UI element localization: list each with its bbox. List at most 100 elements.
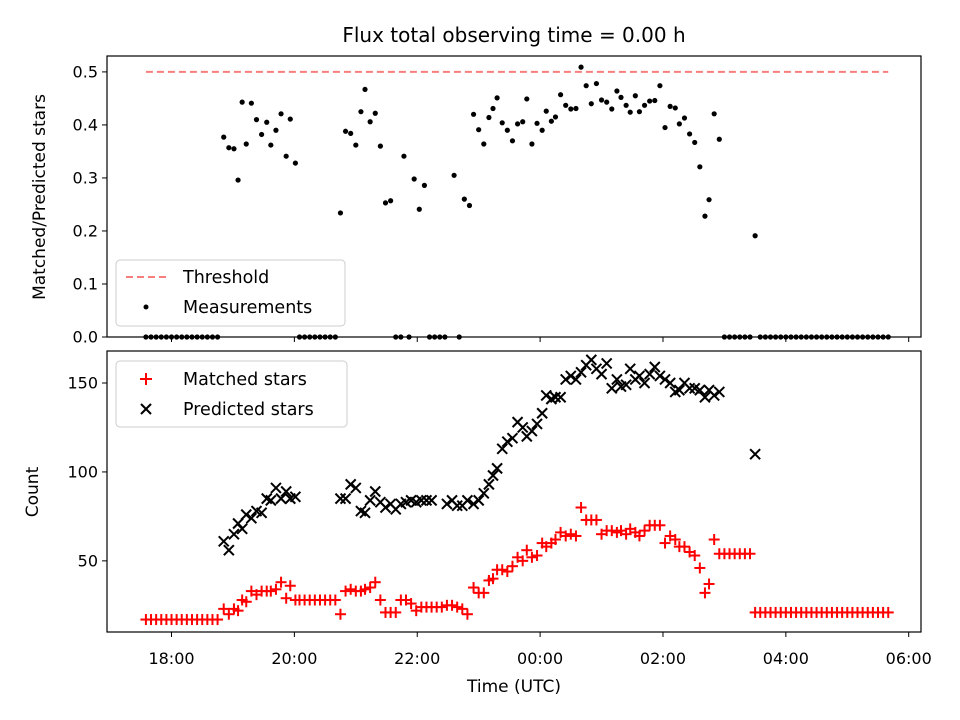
measurement-point xyxy=(264,119,270,125)
matched-star-point xyxy=(223,608,235,620)
predicted-star-point xyxy=(255,507,268,519)
measurement-point xyxy=(367,119,373,125)
predicted-star-point xyxy=(516,421,529,434)
matched-star-point xyxy=(639,525,651,537)
matched-star-point xyxy=(521,544,533,556)
matched-star-point xyxy=(694,562,706,574)
predicted-star-point xyxy=(275,492,287,505)
predicted-star-point xyxy=(600,357,613,370)
measurement-point xyxy=(253,117,260,123)
predicted-star-point xyxy=(236,523,248,535)
measurement-point xyxy=(504,127,510,133)
predicted-star-point xyxy=(280,485,292,498)
predicted-star-point xyxy=(643,368,656,380)
measurement-point xyxy=(231,146,237,152)
matched-star-point xyxy=(882,606,894,618)
matched-star-point xyxy=(565,528,577,540)
chart-title: Flux total observing time = 0.00 h xyxy=(342,23,685,47)
matched-star-point xyxy=(374,594,386,606)
predicted-star-point xyxy=(585,354,598,366)
predicted-star-point xyxy=(694,384,706,396)
matched-star-point xyxy=(359,583,371,595)
matched-star-point xyxy=(659,537,671,549)
measurement-point xyxy=(711,111,717,117)
predicted-star-point xyxy=(611,373,623,386)
measurement-point xyxy=(636,109,643,115)
matched-star-point xyxy=(699,587,711,599)
top-axes-frame xyxy=(106,55,922,338)
x-tick-label: 22:00 xyxy=(394,649,440,668)
measurement-point xyxy=(342,128,349,134)
measurement-point xyxy=(235,177,241,183)
matched-star-point xyxy=(560,530,572,542)
top-legend-threshold-label: Threshold xyxy=(182,268,269,288)
matched-star-point xyxy=(669,534,681,546)
top-legend-measurements-swatch xyxy=(143,304,149,310)
predicted-star-point xyxy=(496,443,508,455)
measurement-point xyxy=(372,110,378,116)
measurement-point xyxy=(672,105,678,111)
x-tick-label: 20:00 xyxy=(271,649,317,668)
measurement-point xyxy=(509,138,516,144)
top-y-tick-label: 0.1 xyxy=(73,274,98,293)
top-y-tick-label: 0.0 xyxy=(73,328,98,347)
measurement-point xyxy=(268,142,274,148)
measurement-point xyxy=(686,131,693,137)
x-tick-label: 04:00 xyxy=(763,649,809,668)
measurement-point xyxy=(259,131,265,138)
measurement-point xyxy=(614,88,620,94)
matched-star-point xyxy=(590,514,602,526)
top-legend-box xyxy=(115,259,346,327)
predicted-star-point xyxy=(240,508,252,521)
predicted-star-point xyxy=(379,501,392,514)
bottom-x-ticks: 18:00 20:00 22:00 00:00 02:00 04:00 06:00 xyxy=(148,632,932,668)
measurement-point xyxy=(573,105,579,112)
measurement-point xyxy=(529,141,535,147)
matched-star-point xyxy=(369,576,381,588)
x-tick-label: 06:00 xyxy=(886,649,932,668)
matched-star-point xyxy=(232,605,244,617)
measurement-point xyxy=(499,120,505,126)
top-legend-measurements-label: Measurements xyxy=(183,298,312,318)
predicted-star-point xyxy=(223,544,235,556)
x-tick-label: 18:00 xyxy=(148,649,194,668)
predicted-star-point xyxy=(540,389,552,402)
measurement-point xyxy=(563,102,569,108)
predicted-star-point xyxy=(749,448,761,460)
measurement-point xyxy=(451,172,457,178)
measurement-point xyxy=(273,127,279,133)
predicted-star-point xyxy=(483,478,495,491)
measurement-point xyxy=(490,105,496,112)
matched-star-point xyxy=(549,534,561,546)
measurement-point xyxy=(702,213,708,219)
predicted-star-point xyxy=(350,482,362,494)
measurement-point xyxy=(416,206,422,212)
matched-star-point xyxy=(334,608,346,620)
matched-star-point xyxy=(633,530,645,542)
predicted-star-point xyxy=(595,368,608,380)
bottom-panel: 50 100 150 18:00 20:00 22:00 00:00 02:00 04:00 0… xyxy=(23,350,932,697)
measurement-point xyxy=(681,115,688,121)
matched-star-point xyxy=(436,601,448,613)
top-panel: 0.0 0.1 0.2 0.3 0.4 0.5 Matched/Predicted sta… xyxy=(30,55,922,347)
matched-star-point xyxy=(708,534,720,546)
measurement-point xyxy=(292,160,298,166)
matched-star-point xyxy=(280,592,292,604)
matched-star-point xyxy=(487,573,499,585)
measurement-point xyxy=(348,130,354,137)
matched-star-point xyxy=(461,608,473,620)
measurement-point xyxy=(676,121,682,127)
measurement-point xyxy=(697,164,703,170)
measurement-point xyxy=(221,134,227,140)
measurement-point xyxy=(543,108,549,114)
matched-star-point xyxy=(270,583,282,595)
predicted-star-point xyxy=(713,386,725,398)
measurement-point xyxy=(598,97,605,103)
measurement-point xyxy=(466,202,473,209)
top-y-tick-label: 0.4 xyxy=(73,115,98,134)
predicted-star-point xyxy=(472,494,485,507)
matched-star-point xyxy=(390,606,402,618)
matched-star-point xyxy=(606,525,618,537)
